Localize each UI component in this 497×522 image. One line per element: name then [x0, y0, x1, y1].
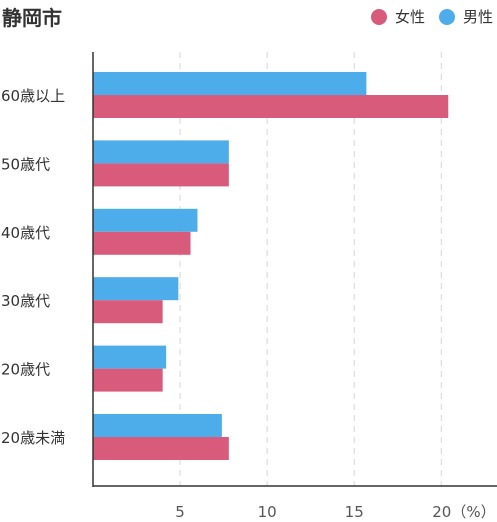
category-label-1: 50歳代 — [1, 155, 50, 173]
x-tick-label-2: 15 — [345, 503, 364, 521]
bar-female-5 — [93, 437, 229, 460]
x-tick-label-0: 5 — [175, 503, 185, 521]
legend-item-female: 女性 — [370, 6, 425, 27]
category-label-2: 40歳代 — [1, 224, 50, 242]
bar-male-1 — [93, 140, 229, 164]
legend-item-male: 男性 — [438, 6, 493, 27]
bar-female-1 — [93, 163, 229, 187]
legend-swatch-female — [370, 8, 387, 25]
bar-male-0 — [93, 72, 367, 95]
bar-male-4 — [93, 345, 167, 369]
bar-female-3 — [93, 300, 163, 324]
x-tick-label-3: 20（%） — [432, 503, 495, 521]
category-label-5: 20歳未満 — [1, 429, 65, 447]
bar-male-5 — [93, 414, 222, 437]
category-label-3: 30歳代 — [1, 292, 50, 310]
bar-male-2 — [93, 208, 198, 232]
bar-female-0 — [93, 95, 449, 118]
legend-label-female: 女性 — [394, 8, 425, 26]
chart-title: 静岡市 — [2, 6, 62, 30]
bar-male-3 — [93, 277, 179, 301]
category-label-4: 20歳代 — [1, 361, 50, 379]
legend: 女性 男性 — [357, 6, 493, 27]
legend-label-male: 男性 — [462, 8, 493, 26]
legend-swatch-male — [438, 8, 455, 25]
bar-female-4 — [93, 368, 163, 392]
x-tick-label-1: 10 — [258, 503, 277, 521]
bar-female-2 — [93, 231, 191, 255]
category-label-0: 60歳以上 — [1, 87, 65, 105]
